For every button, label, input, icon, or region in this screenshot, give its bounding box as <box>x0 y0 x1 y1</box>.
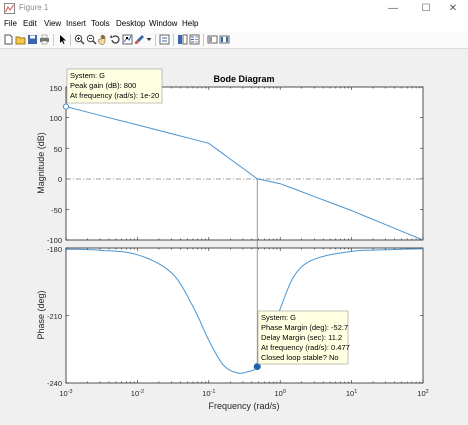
x-tick-label: 100 <box>274 389 285 398</box>
magnitude-datatip[interactable]: System: G Peak gain (dB): 800 At frequen… <box>66 68 163 104</box>
datatip-line: System: G <box>70 71 105 80</box>
datatip-line: Delay Margin (sec): 11.2 <box>261 333 342 342</box>
open-file-icon[interactable] <box>15 34 26 45</box>
datatip-line: Phase Margin (deg): -52.7 <box>261 323 348 332</box>
x-tick-label: 10-1 <box>202 389 215 398</box>
mag-tick-label: 0 <box>58 175 62 184</box>
datatip-line: At frequency (rad/s): 0.477 <box>261 343 350 352</box>
link-plot-icon[interactable] <box>159 34 170 45</box>
zoom-in-icon[interactable] <box>74 34 85 45</box>
insert-colorbar-icon[interactable] <box>177 34 188 45</box>
datatip-box <box>66 68 163 104</box>
chart-title: Bode Diagram <box>213 74 274 84</box>
print-icon[interactable] <box>39 34 50 45</box>
phase-tick-label: -180 <box>47 245 62 254</box>
magnitude-datatip-marker[interactable] <box>62 103 70 110</box>
toolbar-separator <box>155 34 156 46</box>
new-figure-icon[interactable] <box>3 34 14 45</box>
toolbar-separator <box>173 34 174 46</box>
phase-axis-label: Phase (deg) <box>36 290 46 339</box>
maximize-button[interactable]: ☐ <box>421 3 431 14</box>
title-bar: Figure 1 — ☐ ✕ <box>0 0 468 18</box>
bode-diagram[interactable]: Bode Diagram Frequency (rad/s) Magnitude… <box>0 49 468 425</box>
menu-desktop[interactable]: Desktop <box>116 19 146 28</box>
menu-bar: File Edit View Insert Tools Desktop Wind… <box>0 18 468 32</box>
menu-file[interactable]: File <box>4 19 17 28</box>
pan-hand-icon[interactable] <box>98 34 109 45</box>
hide-plot-tools-icon[interactable] <box>207 34 218 45</box>
datatip-line: At frequency (rad/s): 1e-20 <box>70 91 159 100</box>
minimize-button[interactable]: — <box>388 3 398 14</box>
matlab-figure-icon <box>4 3 15 14</box>
magnitude-curve[interactable] <box>65 106 424 241</box>
magnitude-axes[interactable] <box>65 86 424 241</box>
zoom-out-icon[interactable] <box>86 34 97 45</box>
menu-edit[interactable]: Edit <box>23 19 37 28</box>
close-button[interactable]: ✕ <box>448 3 458 14</box>
save-icon[interactable] <box>27 34 38 45</box>
menu-tools[interactable]: Tools <box>91 19 110 28</box>
brush-icon[interactable] <box>134 34 145 45</box>
menu-help[interactable]: Help <box>182 19 199 28</box>
figure-canvas: Bode Diagram Frequency (rad/s) Magnitude… <box>0 49 468 425</box>
menu-view[interactable]: View <box>44 19 62 28</box>
datatip-line: Closed loop stable? No <box>261 353 339 362</box>
datatip-box <box>257 310 349 365</box>
dropdown-icon[interactable] <box>146 34 152 45</box>
rotate-3d-icon[interactable] <box>110 34 121 45</box>
toolbar-separator <box>203 34 204 46</box>
toolbar-separator <box>70 34 71 46</box>
phase-tick-label: -240 <box>47 379 62 388</box>
insert-legend-icon[interactable] <box>189 34 200 45</box>
mag-tick-label: 100 <box>49 114 62 123</box>
toolbar-separator <box>53 34 54 46</box>
magnitude-axis-label: Magnitude (dB) <box>36 132 46 194</box>
datatip-line: Peak gain (dB): 800 <box>70 81 136 90</box>
show-plot-tools-icon[interactable] <box>219 34 230 45</box>
phase-datatip[interactable]: System: G Phase Margin (deg): -52.7 Dela… <box>257 310 350 365</box>
x-tick-label: 10-3 <box>59 389 72 398</box>
mag-tick-label: 50 <box>54 145 62 154</box>
data-cursor-icon[interactable] <box>122 34 133 45</box>
phase-datatip-marker[interactable] <box>253 363 261 371</box>
mag-tick-label: 150 <box>49 84 62 93</box>
window-title: Figure 1 <box>19 3 49 12</box>
datatip-line: System: G <box>261 313 296 322</box>
select-arrow-icon[interactable] <box>57 34 68 45</box>
phase-curve[interactable] <box>65 248 424 374</box>
menu-insert[interactable]: Insert <box>66 19 87 28</box>
toolbar <box>0 32 468 49</box>
menu-window[interactable]: Window <box>149 19 178 28</box>
x-axis-label: Frequency (rad/s) <box>208 401 279 411</box>
mag-tick-label: -100 <box>47 236 62 245</box>
x-tick-label: 101 <box>346 389 357 398</box>
mag-tick-label: -50 <box>51 206 62 215</box>
x-tick-label: 102 <box>417 389 428 398</box>
phase-axes[interactable] <box>65 247 424 384</box>
x-tick-label: 10-2 <box>131 389 144 398</box>
x-tick-labels: 10-3 10-2 10-1 100 101 102 <box>59 389 428 398</box>
phase-tick-label: -210 <box>47 312 62 321</box>
